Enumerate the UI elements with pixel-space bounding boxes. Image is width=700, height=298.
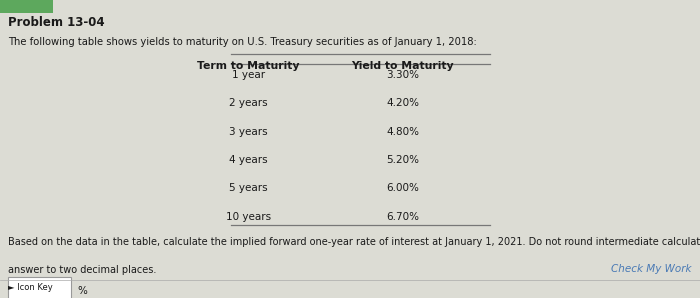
Text: 6.00%: 6.00% bbox=[386, 183, 419, 193]
Text: 4.20%: 4.20% bbox=[386, 98, 419, 108]
Text: 3 years: 3 years bbox=[229, 127, 268, 137]
Text: Based on the data in the table, calculate the implied forward one-year rate of i: Based on the data in the table, calculat… bbox=[8, 237, 700, 247]
Text: The following table shows yields to maturity on U.S. Treasury securities as of J: The following table shows yields to matu… bbox=[8, 37, 477, 47]
Text: 4 years: 4 years bbox=[229, 155, 268, 165]
Text: Term to Maturity: Term to Maturity bbox=[197, 61, 300, 71]
Text: %: % bbox=[77, 285, 87, 296]
Text: 2 years: 2 years bbox=[229, 98, 268, 108]
Text: answer to two decimal places.: answer to two decimal places. bbox=[8, 265, 157, 275]
Text: Yield to Maturity: Yield to Maturity bbox=[351, 61, 454, 71]
Text: 1 year: 1 year bbox=[232, 70, 265, 80]
Text: Problem 13-04: Problem 13-04 bbox=[8, 16, 105, 30]
Text: Check My Work: Check My Work bbox=[611, 264, 692, 274]
Text: 4.80%: 4.80% bbox=[386, 127, 419, 137]
Text: 6.70%: 6.70% bbox=[386, 212, 419, 222]
Text: ► Icon Key: ► Icon Key bbox=[8, 283, 53, 292]
Text: 3.30%: 3.30% bbox=[386, 70, 419, 80]
Text: 5.20%: 5.20% bbox=[386, 155, 419, 165]
Text: 10 years: 10 years bbox=[226, 212, 271, 222]
Text: 5 years: 5 years bbox=[229, 183, 268, 193]
